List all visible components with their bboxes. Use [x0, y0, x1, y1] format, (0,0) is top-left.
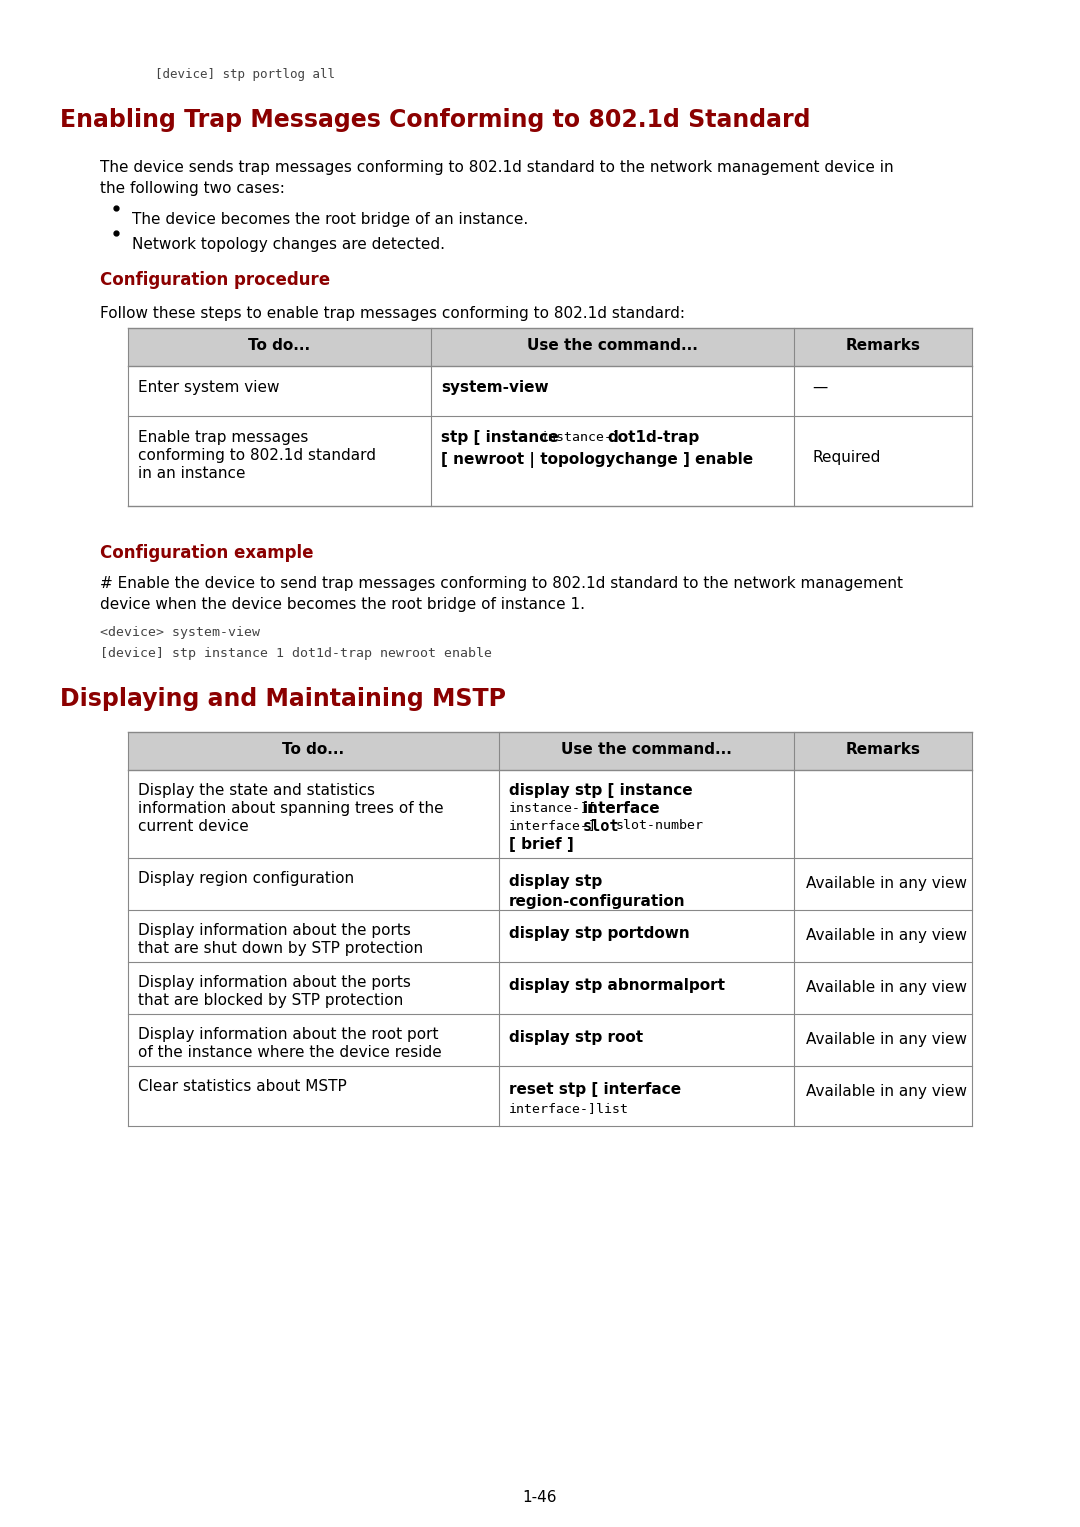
- Text: interface: interface: [583, 802, 661, 815]
- Text: Use the command...: Use the command...: [527, 337, 698, 353]
- Text: # Enable the device to send trap messages conforming to 802.1d standard to the n: # Enable the device to send trap message…: [100, 576, 903, 591]
- Text: Use the command...: Use the command...: [561, 742, 731, 757]
- Text: slot-number: slot-number: [616, 818, 704, 832]
- Text: Displaying and Maintaining MSTP: Displaying and Maintaining MSTP: [60, 687, 507, 712]
- Text: the following two cases:: the following two cases:: [100, 182, 285, 195]
- Text: that are blocked by STP protection: that are blocked by STP protection: [138, 993, 403, 1008]
- Text: Remarks: Remarks: [846, 742, 920, 757]
- Text: [device] stp instance 1 dot1d-trap newroot enable: [device] stp instance 1 dot1d-trap newro…: [100, 647, 492, 660]
- Text: current device: current device: [138, 818, 248, 834]
- Text: region-configuration: region-configuration: [509, 893, 686, 909]
- Text: in an instance: in an instance: [138, 466, 245, 481]
- Text: stp [ instance: stp [ instance: [441, 431, 564, 444]
- Text: Follow these steps to enable trap messages conforming to 802.1d standard:: Follow these steps to enable trap messag…: [100, 305, 685, 321]
- Text: Available in any view: Available in any view: [806, 928, 967, 944]
- Text: To do...: To do...: [282, 742, 345, 757]
- Text: instance-]: instance-]: [541, 431, 621, 443]
- Text: Available in any view: Available in any view: [806, 980, 967, 996]
- Text: device when the device becomes the root bridge of instance 1.: device when the device becomes the root …: [100, 597, 585, 612]
- Text: display stp: display stp: [509, 873, 603, 889]
- Text: conforming to 802.1d standard: conforming to 802.1d standard: [138, 447, 376, 463]
- Text: Enabling Trap Messages Conforming to 802.1d Standard: Enabling Trap Messages Conforming to 802…: [60, 108, 810, 131]
- Text: dot1d-trap: dot1d-trap: [607, 431, 699, 444]
- Text: display stp [ instance: display stp [ instance: [509, 783, 692, 799]
- Text: slot: slot: [583, 818, 620, 834]
- Text: Display region configuration: Display region configuration: [138, 870, 354, 886]
- Text: —: —: [812, 380, 827, 395]
- Text: [device] stp portlog all: [device] stp portlog all: [156, 69, 335, 81]
- Text: [ newroot | topologychange ] enable: [ newroot | topologychange ] enable: [441, 452, 753, 467]
- Text: interface-]: interface-]: [509, 818, 597, 832]
- Text: reset stp [ interface: reset stp [ interface: [509, 1083, 681, 1096]
- Text: Enter system view: Enter system view: [138, 380, 280, 395]
- Text: display stp root: display stp root: [509, 1031, 643, 1044]
- Text: Network topology changes are detected.: Network topology changes are detected.: [132, 237, 445, 252]
- Text: Display the state and statistics: Display the state and statistics: [138, 783, 375, 799]
- Text: The device becomes the root bridge of an instance.: The device becomes the root bridge of an…: [132, 212, 528, 228]
- Text: Required: Required: [812, 450, 880, 466]
- Text: Available in any view: Available in any view: [806, 1084, 967, 1099]
- Text: Display information about the ports: Display information about the ports: [138, 922, 410, 938]
- Text: To do...: To do...: [248, 337, 310, 353]
- Text: Clear statistics about MSTP: Clear statistics about MSTP: [138, 1080, 347, 1093]
- Text: of the instance where the device reside: of the instance where the device reside: [138, 1044, 442, 1060]
- Text: interface-]list: interface-]list: [509, 1102, 629, 1115]
- Text: information about spanning trees of the: information about spanning trees of the: [138, 802, 444, 815]
- Text: Configuration example: Configuration example: [100, 544, 313, 562]
- Text: Remarks: Remarks: [846, 337, 920, 353]
- Text: Configuration procedure: Configuration procedure: [100, 270, 330, 289]
- Text: Display information about the root port: Display information about the root port: [138, 1028, 438, 1041]
- Bar: [129, 328, 972, 366]
- Text: system-view: system-view: [441, 380, 549, 395]
- Text: 1-46: 1-46: [523, 1490, 557, 1506]
- Text: Display information about the ports: Display information about the ports: [138, 976, 410, 989]
- Text: Available in any view: Available in any view: [806, 876, 967, 890]
- Text: display stp portdown: display stp portdown: [509, 925, 690, 941]
- Text: that are shut down by STP protection: that are shut down by STP protection: [138, 941, 423, 956]
- Text: display stp abnormalport: display stp abnormalport: [509, 977, 725, 993]
- Text: <device> system-view: <device> system-view: [100, 626, 260, 638]
- Bar: [129, 731, 972, 770]
- Text: The device sends trap messages conforming to 802.1d standard to the network mana: The device sends trap messages conformin…: [100, 160, 893, 176]
- Text: Available in any view: Available in any view: [806, 1032, 967, 1048]
- Text: instance-][: instance-][: [509, 802, 597, 814]
- Text: [ brief ]: [ brief ]: [509, 837, 573, 852]
- Text: Enable trap messages: Enable trap messages: [138, 431, 309, 444]
